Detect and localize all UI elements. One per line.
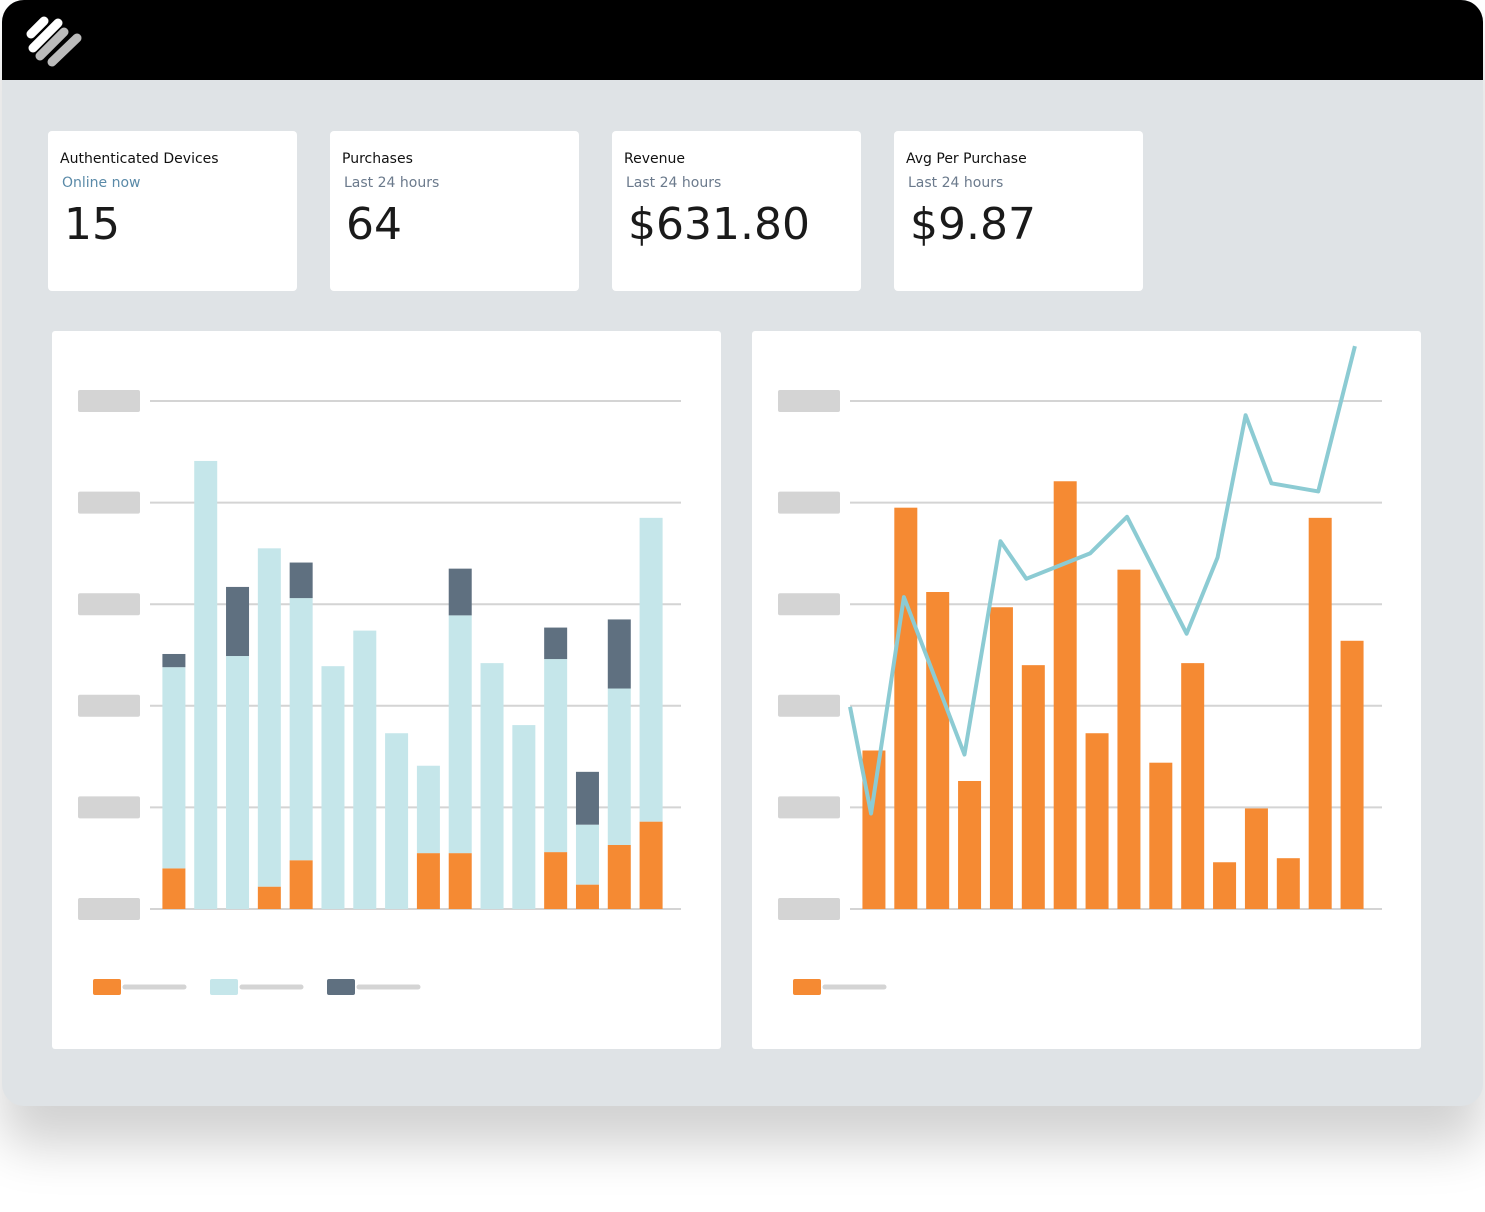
bar xyxy=(544,627,568,660)
bar xyxy=(353,630,377,909)
bar xyxy=(289,860,313,909)
bar xyxy=(1053,481,1077,909)
legend-swatch xyxy=(210,979,238,995)
bar xyxy=(385,733,409,909)
bar xyxy=(1085,733,1109,909)
card-value: $9.87 xyxy=(910,199,1036,250)
stat-card: Avg Per Purchase Last 24 hours $9.87 xyxy=(894,131,1143,291)
card-title: Purchases xyxy=(342,151,413,167)
bar xyxy=(416,853,440,909)
card-value: 64 xyxy=(346,199,402,250)
bar xyxy=(575,824,599,885)
bar xyxy=(544,852,568,909)
bar xyxy=(958,780,982,909)
bar xyxy=(1244,808,1268,909)
bar xyxy=(607,619,631,689)
bar xyxy=(162,667,186,869)
card-subtitle: Last 24 hours xyxy=(626,175,722,191)
bar xyxy=(639,821,663,909)
bar xyxy=(1340,640,1364,909)
card-subtitle: Last 24 hours xyxy=(344,175,440,191)
bar xyxy=(894,507,918,909)
card-subtitle: Last 24 hours xyxy=(908,175,1004,191)
bar xyxy=(1117,569,1141,909)
bar xyxy=(162,868,186,909)
legend-swatch xyxy=(793,979,821,995)
bar xyxy=(989,607,1013,909)
bar xyxy=(257,886,281,909)
y-tick-placeholder xyxy=(78,491,140,514)
y-tick-placeholder xyxy=(778,796,840,819)
bar xyxy=(607,844,631,909)
card-subtitle: Online now xyxy=(62,175,141,191)
y-tick-placeholder xyxy=(778,694,840,717)
top-bar xyxy=(2,0,1483,80)
bar xyxy=(416,765,440,854)
bar xyxy=(226,586,250,657)
stat-card: Revenue Last 24 hours $631.80 xyxy=(612,131,861,291)
y-tick-placeholder xyxy=(78,593,140,616)
legend-swatch xyxy=(93,979,121,995)
card-value: $631.80 xyxy=(628,199,810,250)
card-value: 15 xyxy=(64,199,120,250)
card-title: Authenticated Devices xyxy=(60,151,219,167)
bar xyxy=(1181,663,1205,909)
y-tick-placeholder xyxy=(78,694,140,717)
y-tick-placeholder xyxy=(778,593,840,616)
bar xyxy=(575,771,599,825)
bar xyxy=(926,592,950,909)
bar xyxy=(575,884,599,909)
bar xyxy=(289,598,313,861)
bar xyxy=(162,653,186,668)
bar xyxy=(226,656,250,909)
y-tick-placeholder xyxy=(778,898,840,920)
bar xyxy=(862,750,886,909)
y-tick-placeholder xyxy=(78,898,140,920)
bar xyxy=(607,688,631,845)
bar xyxy=(1308,517,1332,909)
card-title: Revenue xyxy=(624,151,685,167)
y-tick-placeholder xyxy=(778,491,840,514)
stat-card: Purchases Last 24 hours 64 xyxy=(330,131,579,291)
y-tick-placeholder xyxy=(778,390,840,412)
bar xyxy=(321,666,345,909)
stat-card: Authenticated Devices Online now 15 xyxy=(48,131,297,291)
bar xyxy=(448,568,472,616)
bar xyxy=(289,562,313,599)
card-title: Avg Per Purchase xyxy=(906,151,1027,167)
bar xyxy=(1149,762,1173,909)
bar xyxy=(1213,862,1237,909)
bar xyxy=(639,517,663,822)
line xyxy=(848,345,1357,816)
bar xyxy=(544,659,568,853)
legend-swatch xyxy=(327,979,355,995)
bar xyxy=(480,663,504,909)
bar xyxy=(257,548,281,887)
logo xyxy=(26,16,82,67)
bar xyxy=(1276,858,1300,909)
y-tick-placeholder xyxy=(78,796,140,819)
bar xyxy=(194,460,218,909)
bar xyxy=(448,853,472,909)
bar xyxy=(1021,665,1045,909)
bar xyxy=(512,725,536,909)
y-tick-placeholder xyxy=(78,390,140,412)
bar xyxy=(448,615,472,854)
